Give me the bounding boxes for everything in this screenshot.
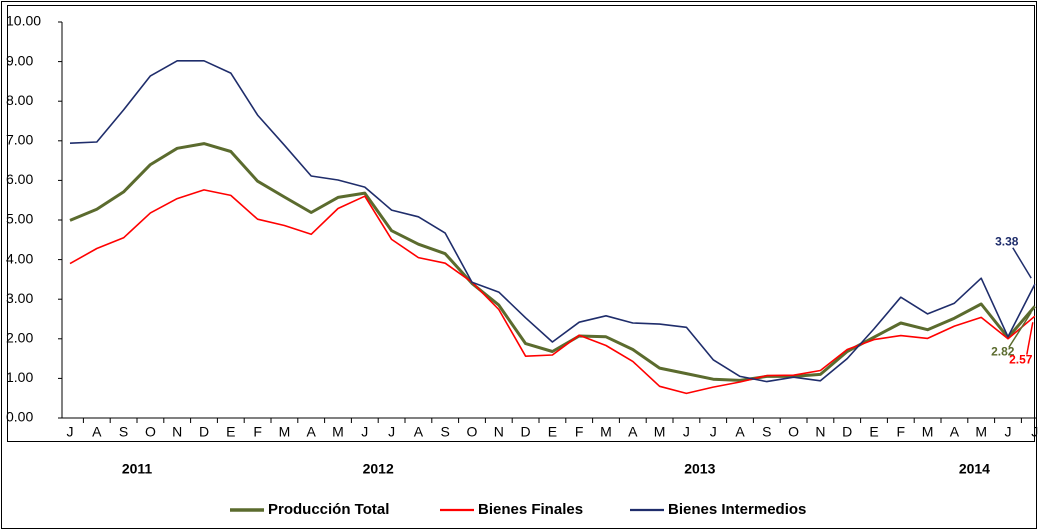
x-tick-label: S xyxy=(119,424,128,440)
x-tick-label: J xyxy=(1005,424,1012,440)
x-tick-label: N xyxy=(494,424,504,440)
y-tick-label: 3.00 xyxy=(6,290,33,306)
series-line xyxy=(69,60,1036,383)
y-tick-label: 0.00 xyxy=(6,409,33,425)
x-tick-label: A xyxy=(307,424,317,440)
x-tick-label: M xyxy=(600,424,612,440)
x-tick-label: D xyxy=(199,424,209,440)
label-arrow xyxy=(1008,311,1032,348)
x-tick-label: A xyxy=(92,424,102,440)
x-tick-label: F xyxy=(575,424,584,440)
label-arrow xyxy=(1012,247,1032,279)
x-tick-label: A xyxy=(950,424,960,440)
y-tick-label: 6.00 xyxy=(6,171,33,187)
x-tick-label: S xyxy=(762,424,771,440)
y-tick-label: 10.00 xyxy=(6,13,41,29)
x-tick-label: J xyxy=(1031,424,1038,440)
y-tick-label: 2.00 xyxy=(6,330,33,346)
x-tick-label: E xyxy=(548,424,557,440)
year-label: 2012 xyxy=(363,461,394,477)
x-tick-label: N xyxy=(815,424,825,440)
legend-label: Bienes Intermedios xyxy=(668,501,806,518)
x-tick-label: J xyxy=(67,424,74,440)
y-tick-label: 4.00 xyxy=(6,250,33,266)
year-label: 2011 xyxy=(122,461,153,477)
x-tick-label: F xyxy=(253,424,262,440)
x-tick-label: O xyxy=(467,424,478,440)
x-tick-label: M xyxy=(975,424,987,440)
x-tick-label: F xyxy=(897,424,906,440)
year-label: 2014 xyxy=(959,461,990,477)
x-tick-label: M xyxy=(279,424,291,440)
x-tick-label: J xyxy=(388,424,395,440)
y-tick-label: 9.00 xyxy=(6,52,33,68)
x-tick-label: D xyxy=(521,424,531,440)
x-tick-label: J xyxy=(361,424,368,440)
x-tick-label: J xyxy=(710,424,717,440)
y-tick-label: 7.00 xyxy=(6,132,33,148)
y-tick-label: 8.00 xyxy=(6,92,33,108)
x-tick-label: J xyxy=(683,424,690,440)
x-tick-label: M xyxy=(654,424,666,440)
series-line xyxy=(69,189,1036,395)
year-label: 2013 xyxy=(684,461,715,477)
x-tick-label: A xyxy=(414,424,424,440)
x-tick-label: A xyxy=(735,424,745,440)
x-tick-label: M xyxy=(332,424,344,440)
data-label: 2.57 xyxy=(1009,352,1033,366)
data-label: 2.82 xyxy=(991,344,1015,358)
x-tick-label: D xyxy=(842,424,852,440)
x-tick-label: M xyxy=(922,424,934,440)
x-tick-label: O xyxy=(788,424,799,440)
legend-label: Producción Total xyxy=(268,501,389,518)
x-tick-label: E xyxy=(226,424,235,440)
plot-frame xyxy=(7,5,1035,442)
y-tick-label: 5.00 xyxy=(6,211,33,227)
legend-label: Bienes Finales xyxy=(478,501,583,518)
x-tick-label: S xyxy=(441,424,450,440)
series-line xyxy=(69,142,1036,382)
x-tick-label: O xyxy=(145,424,156,440)
x-tick-label: N xyxy=(172,424,182,440)
y-tick-label: 1.00 xyxy=(6,369,33,385)
label-arrow xyxy=(1026,322,1034,355)
x-tick-label: E xyxy=(869,424,878,440)
data-label: 3.38 xyxy=(995,234,1019,248)
x-tick-label: A xyxy=(628,424,638,440)
